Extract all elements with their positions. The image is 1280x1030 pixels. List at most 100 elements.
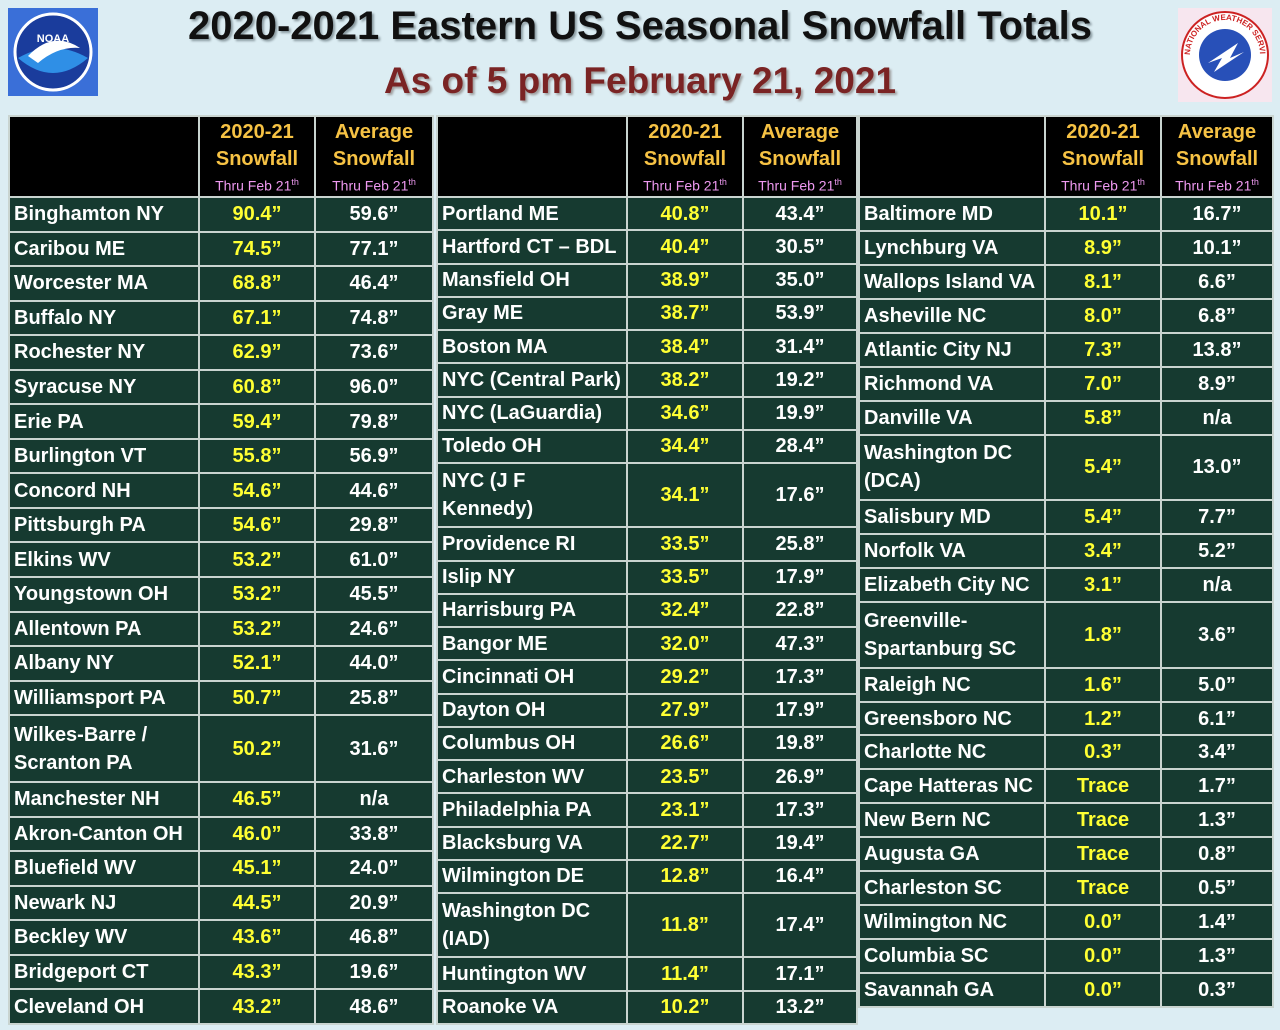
header-date-suffix: th [1137,176,1145,187]
average-snowfall: 96.0” [314,368,434,406]
station-name: Erie PA [8,403,200,440]
snowfall-2020-21: 10.1” [1044,196,1162,232]
station-name: Charleston SC [858,870,1046,907]
average-snowfall: 8.9” [1160,365,1274,402]
average-snowfall: 45.5” [314,576,434,613]
snowfall-2020-21: 8.9” [1044,229,1162,266]
data-row: Greenville- Spartanburg SC 1.8” 3.6” [858,600,1274,669]
station-name: Baltimore MD [858,196,1046,232]
nws-logo: NATIONAL WEATHER SERVICE [1178,8,1272,102]
station-name: Newark NJ [8,884,200,922]
data-row: Savannah GA 0.0” 0.3” [858,972,1274,1008]
average-snowfall: 13.2” [742,989,858,1026]
data-row: Columbia SC 0.0” 1.3” [858,938,1274,975]
data-row: Pittsburgh PA 54.6” 29.8” [8,506,434,544]
station-name: Wilmington NC [858,904,1046,941]
station-name: Roanoke VA [436,989,628,1026]
snowfall-2020-21: 5.8” [1044,399,1162,436]
station-name: Buffalo NY [8,299,200,337]
snowfall-2020-21: 3.4” [1044,533,1162,570]
data-row: Charlotte NC 0.3” 3.4” [858,734,1274,771]
data-row: Harrisburg PA 32.4” 22.8” [436,592,858,629]
average-snowfall: n/a [1160,399,1274,436]
header-date-text: Thru Feb 21 [332,177,409,194]
average-snowfall: 61.0” [314,541,434,579]
average-snowfall: 33.8” [314,815,434,853]
average-snowfall: 19.4” [742,825,858,861]
average-snowfall: 1.4” [1160,904,1274,941]
data-row: Caribou ME 74.5” 77.1” [8,230,434,268]
snowfall-2020-21: 32.0” [626,626,744,662]
snowfall-2020-21: 0.0” [1044,938,1162,975]
header-date: Thru Feb 21th [204,173,310,195]
station-name: Augusta GA [858,836,1046,873]
snowfall-2020-21: 33.5” [626,526,744,562]
header-line: 2020-21 [220,120,294,143]
data-row: Erie PA 59.4” 79.8” [8,403,434,440]
average-snowfall: 46.4” [314,265,434,302]
header-line: Snowfall [332,147,416,170]
average-snowfall: 16.7” [1160,196,1274,232]
data-row: Bridgeport CT 43.3” 19.6” [8,953,434,991]
data-row: Charleston SC Trace 0.5” [858,870,1274,907]
snowfall-table: 2020-21 Snowfall Thru Feb 21th Average Snowf… [8,115,434,1025]
average-snowfall: 10.1” [1160,229,1274,266]
data-row: NYC (J F Kennedy) 34.1” 17.6” [436,461,858,529]
data-row: Danville VA 5.8” n/a [858,399,1274,436]
data-row: Elkins WV 53.2” 61.0” [8,541,434,579]
average-snowfall: 74.8” [314,299,434,337]
data-row: New Bern NC Trace 1.3” [858,802,1274,839]
header-date: Thru Feb 21th [632,173,738,195]
station-name-line: Spartanburg SC [864,637,1017,660]
average-snowfall: 22.8” [742,592,858,629]
data-row: Raleigh NC 1.6” 5.0” [858,666,1274,703]
snowfall-2020-21: 26.6” [626,725,744,762]
data-row: Wilmington DE 12.8” 16.4” [436,858,858,895]
snowfall-2020-21: 68.8” [198,265,316,302]
average-snowfall: 7.7” [1160,499,1274,536]
snowfall-2020-21: Trace [1044,870,1162,907]
header-date-suffix: th [291,176,299,187]
average-snowfall: 16.4” [742,858,858,895]
station-name: Islip NY [436,559,628,595]
header-cell [436,115,628,198]
average-snowfall: 56.9” [314,437,434,475]
data-row: Huntington WV 11.4” 17.1” [436,956,858,992]
header-cell: 2020-21 Snowfall Thru Feb 21th [198,115,316,198]
snowfall-2020-21: Trace [1044,802,1162,839]
average-snowfall: 26.9” [742,759,858,795]
snowfall-2020-21: 34.4” [626,428,744,465]
snowfall-table: 2020-21 Snowfall Thru Feb 21th Average Snowf… [436,115,858,1026]
data-row: Newark NJ 44.5” 20.9” [8,884,434,922]
station-name: Washington DC (DCA) [858,433,1046,502]
average-snowfall: 13.8” [1160,331,1274,368]
station-name: Atlantic City NJ [858,331,1046,368]
station-name: NYC (LaGuardia) [436,395,628,431]
header-cell [858,115,1046,198]
average-snowfall: 17.9” [742,559,858,595]
snowfall-2020-21: 43.2” [198,988,316,1025]
average-snowfall: 17.3” [742,659,858,695]
data-row: Augusta GA Trace 0.8” [858,836,1274,873]
station-name: Concord NH [8,472,200,509]
data-row: Burlington VT 55.8” 56.9” [8,437,434,475]
average-snowfall: 3.4” [1160,734,1274,771]
average-snowfall: 25.8” [314,679,434,717]
snowfall-2020-21: 38.9” [626,262,744,298]
average-snowfall: 19.2” [742,362,858,398]
station-name: Williamsport PA [8,679,200,717]
snowfall-2020-21: 40.4” [626,229,744,265]
snowfall-2020-21: 54.6” [198,472,316,509]
header-date-suffix: th [834,176,842,187]
snowfall-2020-21: 10.2” [626,989,744,1026]
average-snowfall: 19.9” [742,395,858,431]
station-name: Richmond VA [858,365,1046,402]
station-name-line: (IAD) [442,928,490,951]
station-name: New Bern NC [858,802,1046,839]
station-name: Raleigh NC [858,666,1046,703]
average-snowfall: 47.3” [742,626,858,662]
station-name: Philadelphia PA [436,792,628,828]
average-snowfall: 73.6” [314,334,434,371]
snowfall-2020-21: 23.1” [626,792,744,828]
data-row: Cincinnati OH 29.2” 17.3” [436,659,858,695]
